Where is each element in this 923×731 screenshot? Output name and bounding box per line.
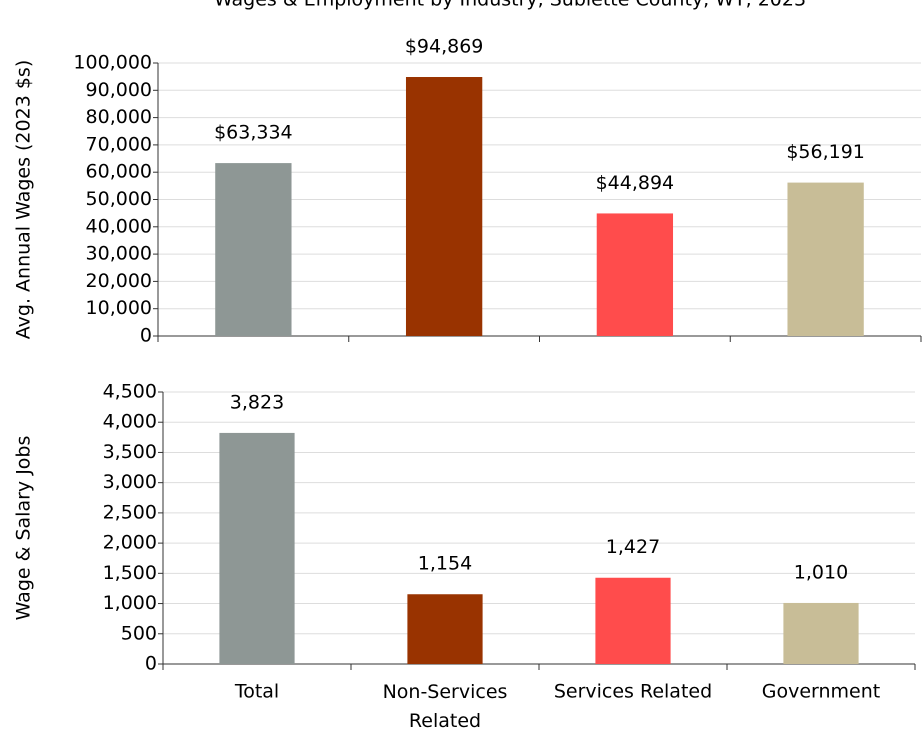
x-tick-label: Services Related — [554, 681, 712, 703]
y-axis-title: Wage & Salary Jobs — [13, 436, 35, 621]
bar — [783, 602, 859, 664]
value-label: 3,823 — [230, 391, 284, 413]
bar — [405, 77, 483, 336]
bar — [595, 577, 671, 664]
y-tick-label: 50,000 — [86, 188, 152, 210]
y-tick-label: 2,000 — [103, 532, 157, 554]
y-tick-label: 40,000 — [86, 215, 152, 237]
y-tick-label: 30,000 — [86, 243, 152, 265]
bar — [787, 182, 864, 336]
value-label: $63,334 — [214, 122, 293, 144]
y-tick-label: 1,500 — [103, 562, 157, 584]
value-label: 1,010 — [794, 561, 848, 583]
value-label: 1,427 — [606, 536, 660, 558]
y-tick-label: 3,000 — [103, 471, 157, 493]
y-tick-label: 4,500 — [103, 381, 157, 403]
value-label: 1,154 — [418, 553, 472, 575]
y-tick-label: 0 — [145, 653, 157, 675]
x-tick-label: Government — [762, 681, 881, 703]
value-label: $44,894 — [596, 172, 675, 194]
y-tick-label: 500 — [121, 622, 157, 644]
bar — [215, 163, 292, 336]
bar — [407, 594, 483, 664]
value-label: $94,869 — [405, 36, 484, 58]
y-tick-label: 80,000 — [86, 106, 152, 128]
value-label: $56,191 — [786, 141, 865, 163]
y-tick-label: 2,500 — [103, 501, 157, 523]
chart-title: Wages & Employment by Industry, Sublette… — [214, 0, 806, 11]
y-tick-label: 60,000 — [86, 161, 152, 183]
x-tick-label: Non-Services Related — [383, 681, 508, 731]
y-tick-label: 100,000 — [73, 52, 152, 74]
bar — [596, 213, 674, 336]
y-tick-label: 3,500 — [103, 441, 157, 463]
y-tick-label: 0 — [140, 325, 152, 347]
y-tick-label: 1,000 — [103, 592, 157, 614]
bar — [219, 432, 295, 664]
y-tick-label: 10,000 — [86, 297, 152, 319]
y-tick-label: 4,000 — [103, 411, 157, 433]
x-tick-label: Total — [234, 681, 279, 703]
y-tick-label: 90,000 — [86, 79, 152, 101]
y-tick-label: 20,000 — [86, 270, 152, 292]
y-tick-label: 70,000 — [86, 133, 152, 155]
y-axis-title: Avg. Annual Wages (2023 $s) — [13, 60, 35, 339]
